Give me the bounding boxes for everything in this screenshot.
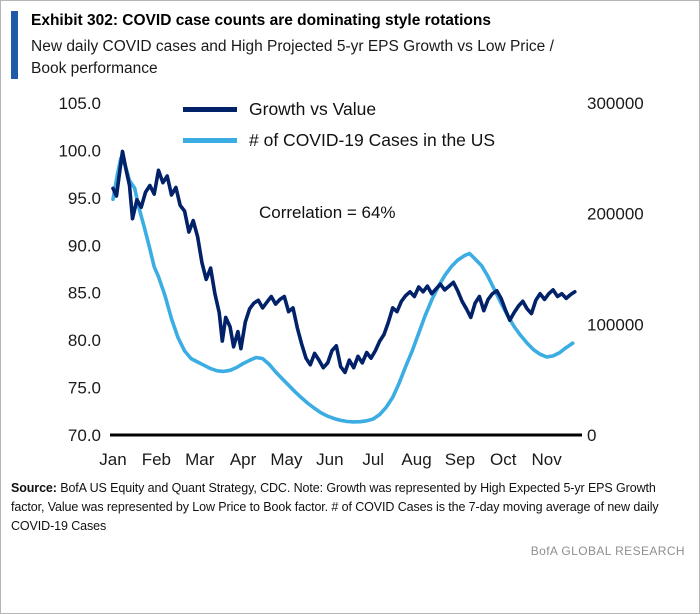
x-axis-tick: May	[270, 450, 303, 469]
chart-area: 105.0 100.0 95.0 90.0 85.0 80.0 75.0 70.0 300000…	[1, 85, 699, 477]
y-axis-right-tick: 100000	[587, 316, 644, 335]
x-axis-tick: Mar	[185, 450, 215, 469]
legend-swatch-covid-line	[183, 138, 237, 144]
x-axis-tick: Nov	[532, 450, 563, 469]
x-axis-tick: Jan	[99, 450, 126, 469]
chart-legend: Growth vs Value # of COVID-19 Cases in t…	[183, 99, 495, 161]
y-axis-left-tick: 100.0	[58, 142, 101, 161]
plot-svg: 105.0 100.0 95.0 90.0 85.0 80.0 75.0 70.0 300000…	[58, 94, 644, 469]
x-axis-tick: Feb	[142, 450, 171, 469]
source-note: Source: BofA US Equity and Quant Strateg…	[1, 477, 699, 535]
series-line-0	[111, 149, 577, 375]
legend-label-growth-vs-value: Growth vs Value	[249, 99, 377, 120]
y-axis-left-tick: 105.0	[58, 94, 101, 113]
exhibit-accent-bar	[11, 11, 18, 80]
x-axis-tick: Apr	[230, 450, 257, 469]
bofa-global-research-brand: BofA GLOBAL RESEARCH	[530, 543, 685, 558]
legend-item-growth-vs-value: Growth vs Value	[183, 99, 495, 120]
exhibit-header: Exhibit 302: COVID case counts are domin…	[1, 1, 699, 80]
y-axis-left-tick: 75.0	[68, 379, 101, 398]
header-text: Exhibit 302: COVID case counts are domin…	[31, 11, 685, 79]
legend-label-covid-cases: # of COVID-19 Cases in the US	[249, 130, 496, 151]
y-axis-left-tick: 80.0	[68, 331, 101, 350]
source-text: BofA US Equity and Quant Strategy, CDC. …	[11, 481, 659, 533]
series-line-1	[111, 156, 575, 424]
x-axis-tick: Jul	[362, 450, 384, 469]
y-axis-left-tick: 90.0	[68, 237, 101, 256]
y-axis-right-tick: 0	[587, 426, 596, 445]
source-label: Source:	[11, 481, 57, 496]
y-axis-left-tick: 95.0	[68, 189, 101, 208]
x-axis-tick: Jun	[316, 450, 343, 469]
y-axis-left-tick: 70.0	[68, 426, 101, 445]
x-axis-tick: Sep	[445, 450, 475, 469]
correlation-annotation: Correlation = 64%	[259, 203, 396, 223]
exhibit-subtitle: New daily COVID cases and High Projected…	[31, 37, 554, 77]
legend-swatch-growth-line	[183, 107, 237, 113]
x-axis-tick: Oct	[490, 450, 517, 469]
x-axis-tick: Aug	[401, 450, 431, 469]
exhibit-title: Exhibit 302: COVID case counts are domin…	[31, 12, 491, 29]
y-axis-right-tick: 300000	[587, 94, 644, 113]
legend-item-covid-cases: # of COVID-19 Cases in the US	[183, 130, 495, 151]
y-axis-left-tick: 85.0	[68, 284, 101, 303]
y-axis-right-tick: 200000	[587, 205, 644, 224]
